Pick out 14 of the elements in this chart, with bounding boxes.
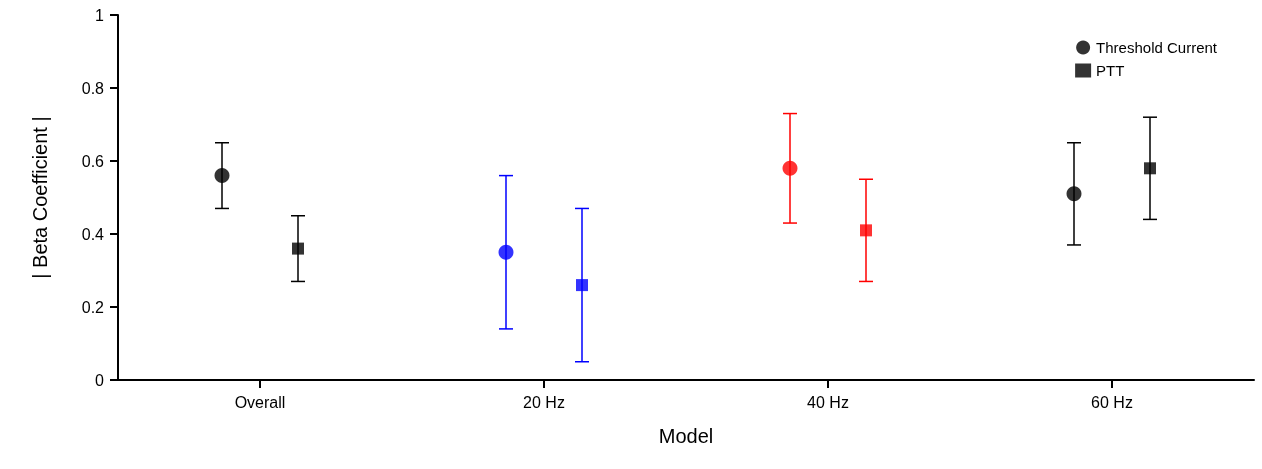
y-tick-label: 1 [95,6,105,24]
legend-label: Threshold Current [1096,39,1218,56]
x-tick-label: 60 Hz [1091,393,1133,411]
y-tick-label: 0.8 [81,79,105,97]
x-axis-title: Model [658,425,714,447]
x-tick-label: 20 Hz [523,393,565,411]
y-tick-label: 0.4 [81,225,105,243]
x-tick-label: 40 Hz [807,393,849,411]
y-tick-label: 0.2 [81,298,105,316]
legend-label: PTT [1096,62,1125,79]
y-tick-label: 0 [95,371,105,389]
y-axis-title: | Beta Coefficient | [29,116,51,279]
y-tick-label: 0.6 [81,152,105,170]
x-tick-label: Overall [234,393,286,411]
